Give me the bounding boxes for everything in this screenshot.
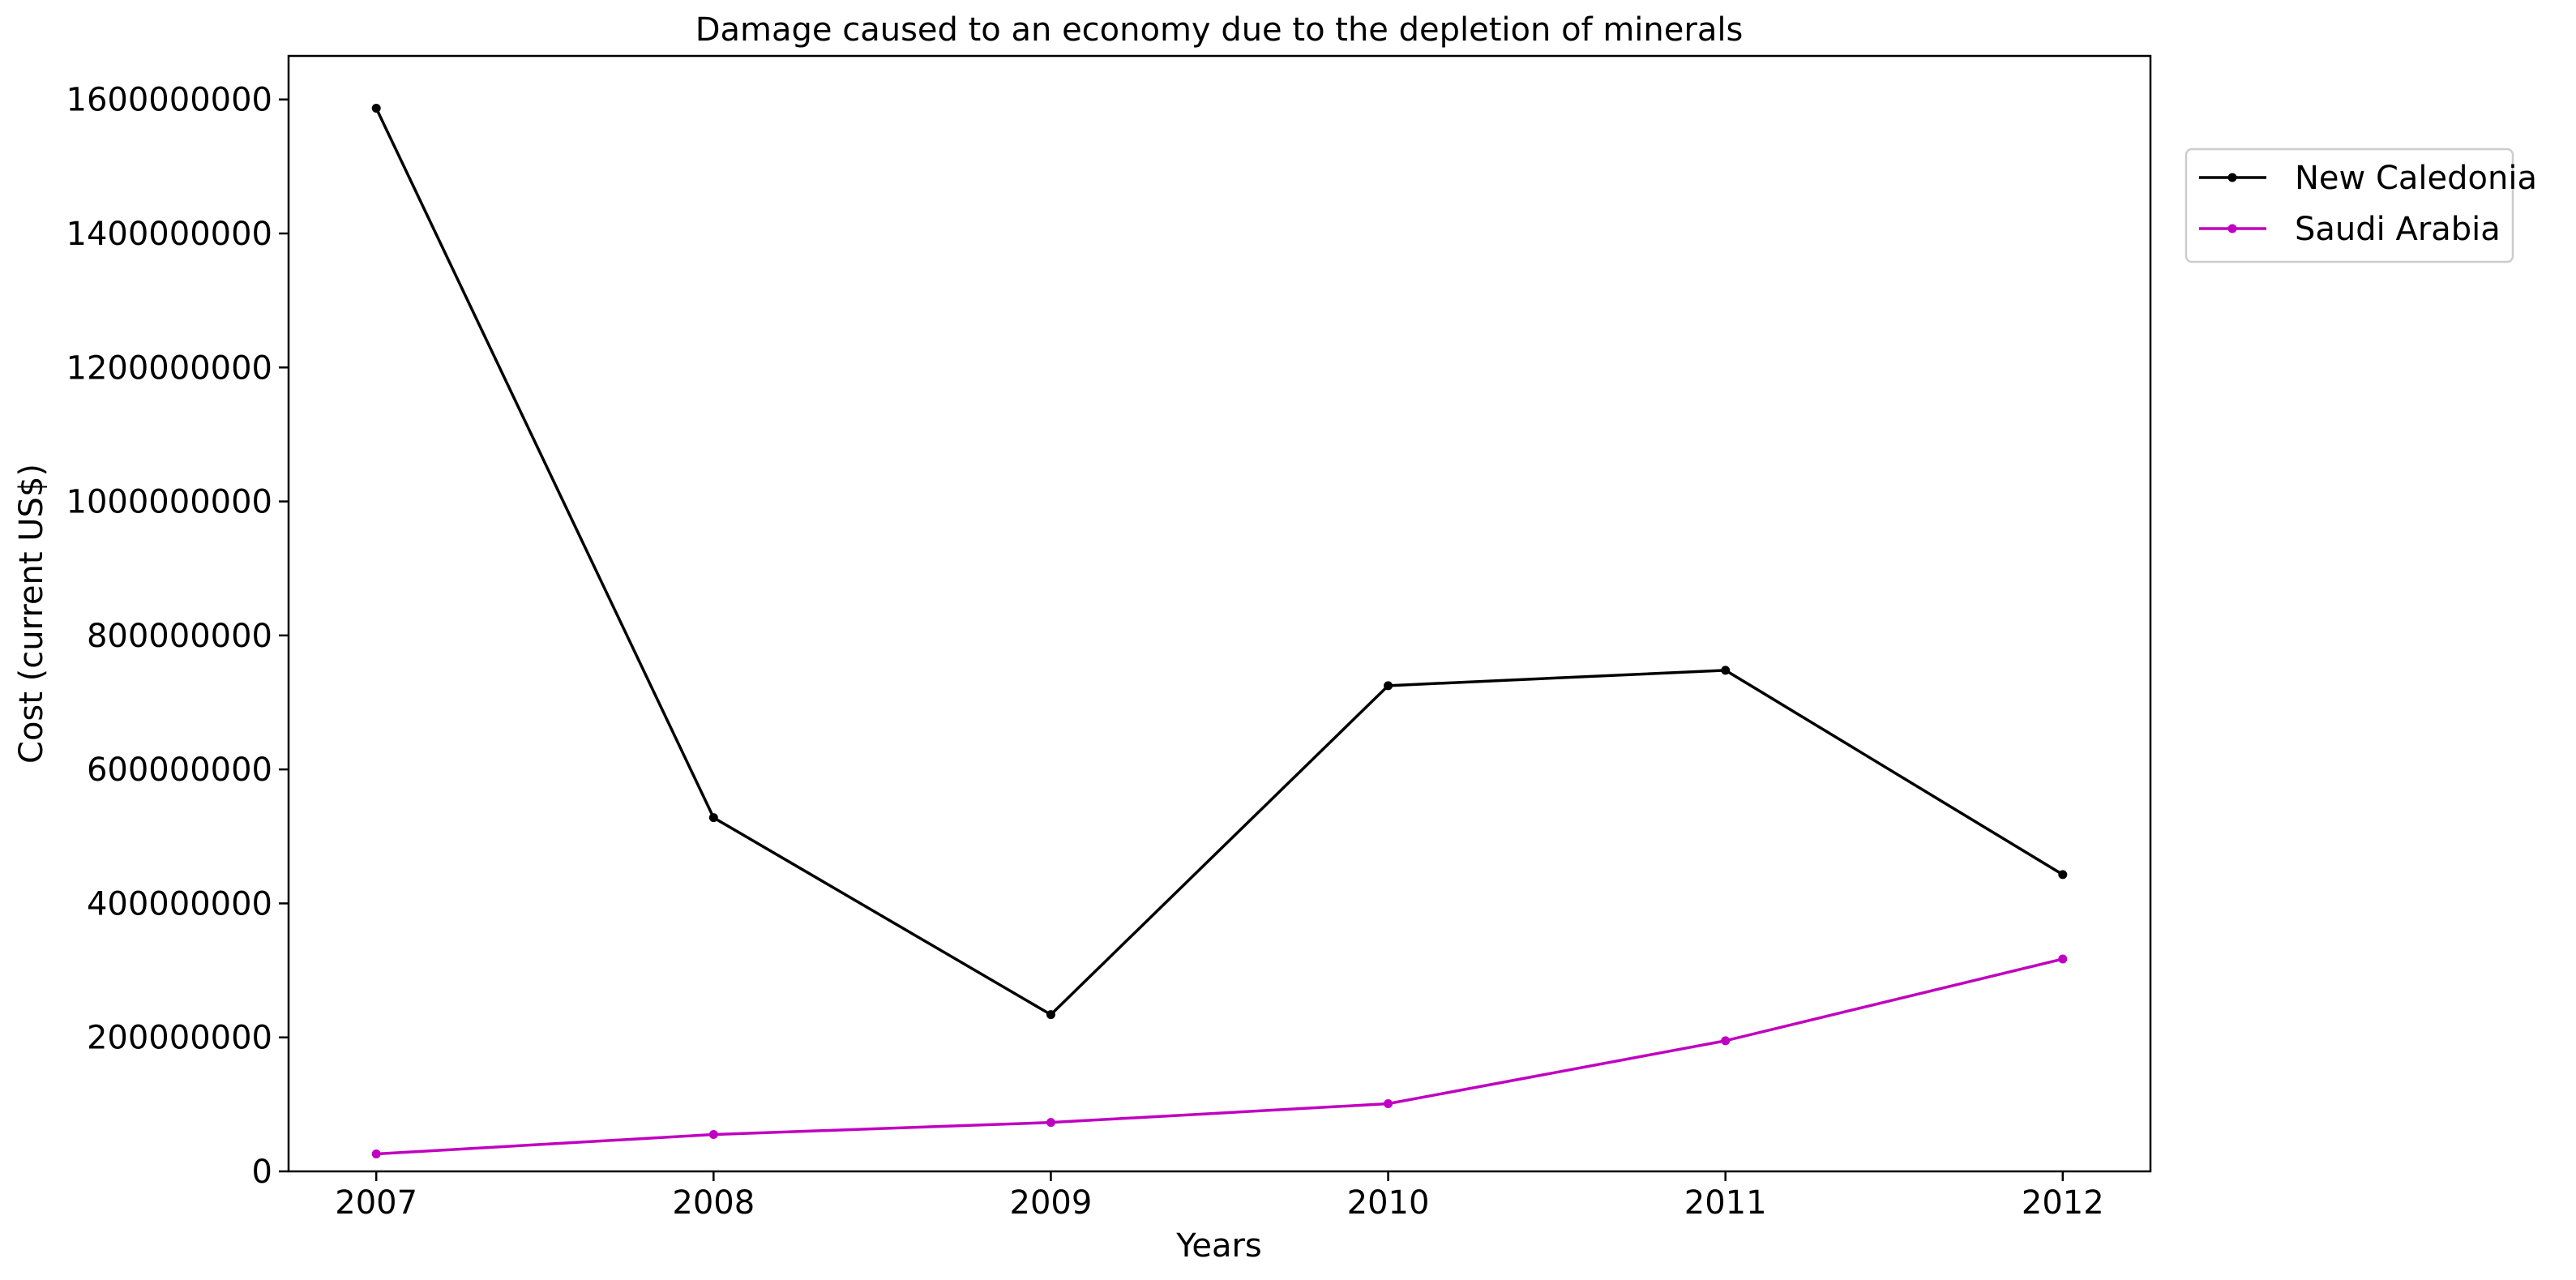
data-point <box>1721 1036 1731 1046</box>
chart-title: Damage caused to an economy due to the d… <box>695 11 1744 49</box>
y-tick-label: 1200000000 <box>66 349 273 387</box>
series-0 <box>371 103 2068 1020</box>
data-point <box>2058 870 2068 880</box>
data-point <box>1046 1118 1055 1128</box>
data-point <box>708 1130 718 1140</box>
plot-area: 0 200000000 400000000 600000000 800000000 100… <box>66 54 2152 1222</box>
legend-item: New Caledonia <box>2199 160 2537 197</box>
series-line <box>374 107 2064 1017</box>
y-tick-label: 600000000 <box>87 751 272 789</box>
legend-item: Saudi Arabia <box>2199 211 2501 248</box>
data-point <box>1384 681 1393 691</box>
y-tick-label: 400000000 <box>87 885 272 923</box>
y-axis: 0 200000000 400000000 600000000 800000000 100… <box>66 82 289 1191</box>
legend-items: New Caledonia Saudi Arabia <box>2199 160 2537 248</box>
x-axis-label: Years <box>1175 1227 1262 1265</box>
data-point <box>708 813 718 823</box>
y-tick-label: 1400000000 <box>66 216 273 253</box>
x-tick-label: 2011 <box>1684 1184 1767 1222</box>
y-tick-label: 1600000000 <box>66 82 273 119</box>
series-1 <box>371 954 2068 1159</box>
x-tick-label: 2010 <box>1347 1184 1430 1222</box>
legend-box <box>2184 148 2514 263</box>
data-point <box>371 103 381 113</box>
legend-marker <box>2227 224 2237 233</box>
x-tick-label: 2008 <box>672 1184 755 1222</box>
data-point <box>1384 1099 1393 1109</box>
legend-marker <box>2227 173 2237 182</box>
data-point <box>1721 666 1731 675</box>
data-point <box>1046 1010 1055 1020</box>
y-tick-label: 0 <box>252 1154 272 1191</box>
y-tick-label: 200000000 <box>87 1020 272 1057</box>
data-point <box>2058 954 2068 964</box>
x-tick-label: 2012 <box>2022 1184 2104 1222</box>
legend-label: Saudi Arabia <box>2295 211 2501 248</box>
y-tick-label: 1000000000 <box>66 484 273 521</box>
x-axis: 2007 2008 2009 2010 2011 2012 <box>335 1171 2104 1222</box>
legend: New Caledonia Saudi Arabia <box>2184 148 2537 263</box>
y-axis-label: Cost (current US$) <box>13 464 50 764</box>
y-tick-label: 800000000 <box>87 618 272 655</box>
series-layer <box>371 103 2068 1159</box>
series-line <box>376 957 2064 1156</box>
x-tick-label: 2007 <box>335 1184 417 1222</box>
plot-frame <box>287 54 2152 1173</box>
x-tick-label: 2009 <box>1010 1184 1093 1222</box>
legend-label: New Caledonia <box>2295 160 2537 197</box>
data-point <box>371 1149 381 1159</box>
